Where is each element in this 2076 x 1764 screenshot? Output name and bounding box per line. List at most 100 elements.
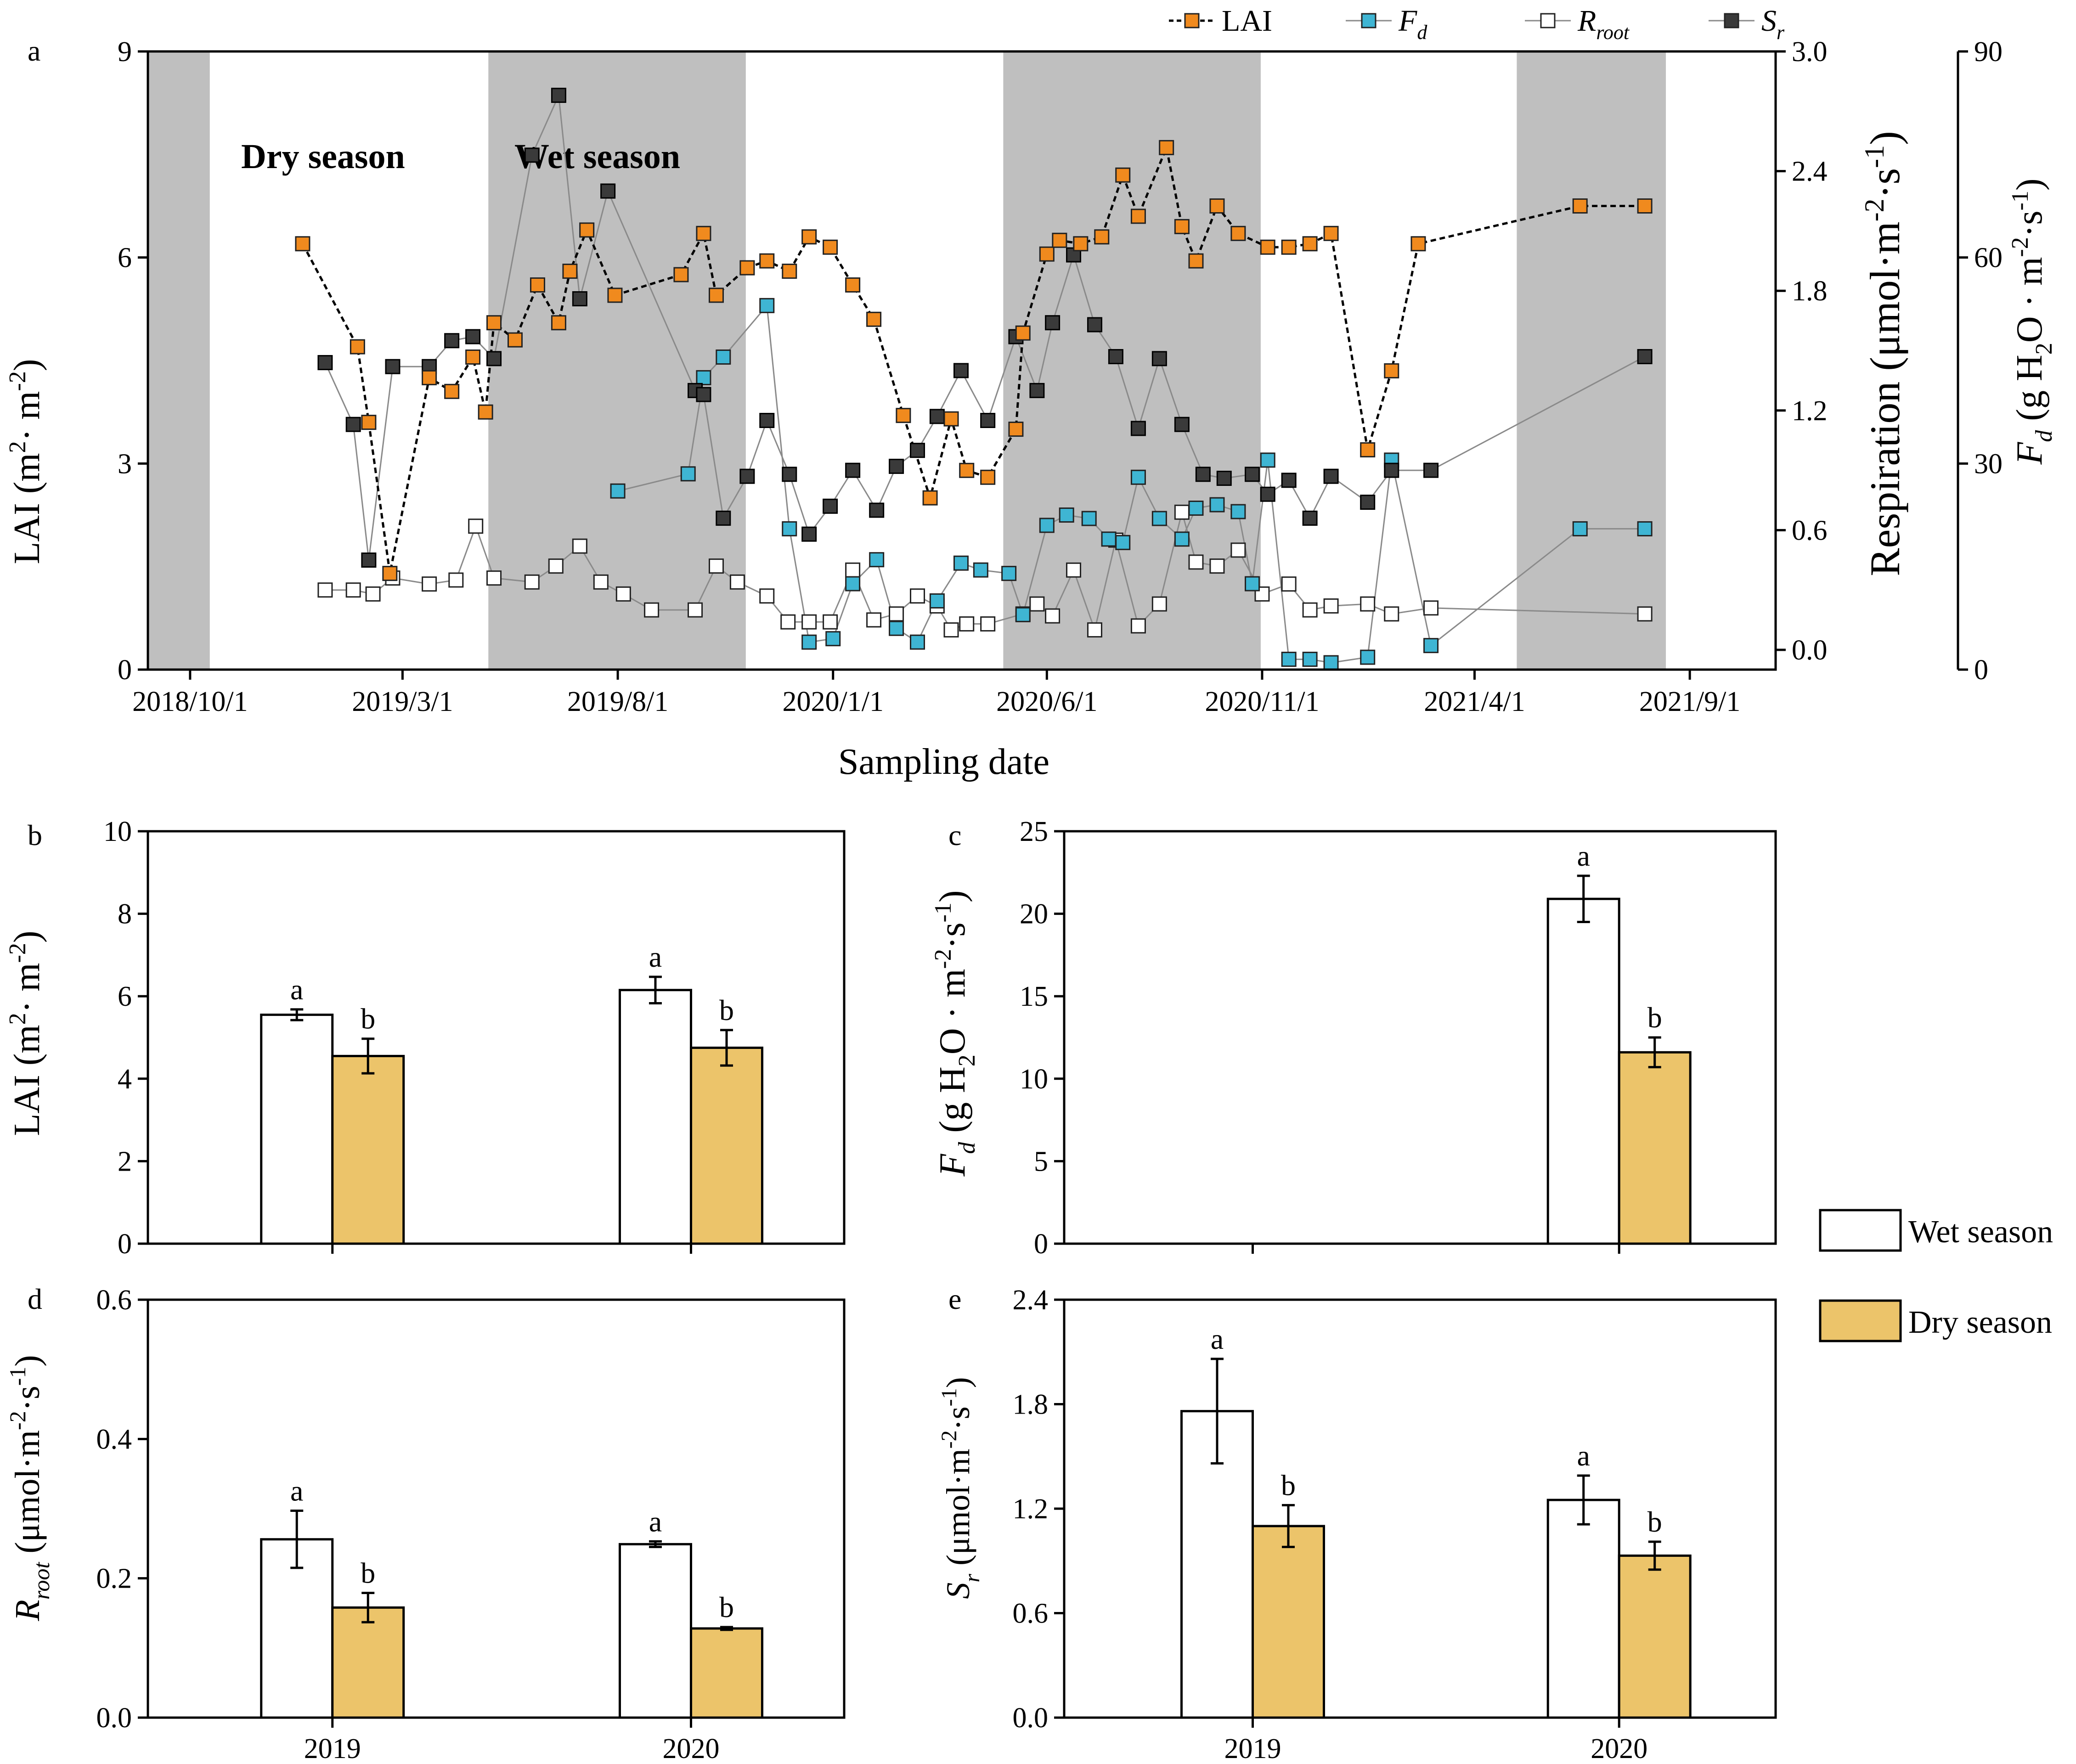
significance-letter: a — [1577, 1439, 1590, 1472]
bar-dry-2020 — [1618, 1554, 1692, 1719]
point-sr — [551, 88, 566, 103]
point-sr — [845, 462, 861, 478]
annotation-wet-season: Wet season — [514, 137, 680, 176]
point-rroot — [910, 588, 925, 604]
significance-letter: a — [1577, 840, 1590, 872]
point-rroot — [468, 518, 484, 534]
point-sr — [1281, 473, 1297, 488]
point-sr — [524, 147, 540, 163]
point-lai — [1410, 236, 1426, 252]
point-fd — [696, 370, 711, 385]
point-rroot — [1174, 504, 1190, 520]
point-rroot — [317, 582, 333, 598]
y-tick-label: 0.0 — [96, 1702, 132, 1734]
point-sr — [823, 498, 838, 514]
bar-dry-2019 — [331, 1606, 405, 1719]
point-rroot — [708, 558, 724, 574]
point-fd — [759, 298, 775, 313]
x-tick-label: 2019/8/1 — [567, 686, 668, 717]
y-tick-label-right1: 0.0 — [1792, 635, 1828, 666]
point-sr — [345, 417, 361, 432]
legend-swatch-wet-season — [1819, 1209, 1902, 1252]
x-tick-label: 2020 — [662, 1733, 719, 1764]
y-tick-label: 0.0 — [1013, 1702, 1049, 1734]
point-rroot — [1087, 622, 1102, 638]
panel-e-y-axis-label: Sr (μmol·m-2·s-1) — [937, 1377, 984, 1599]
panel-a-line-chart: a Dry season Wet season 2018/10/1 2019/3/… — [5, 4, 2057, 782]
wet-season-band — [1003, 51, 1261, 670]
point-sr — [1360, 495, 1376, 510]
y-tick-label-left: 0 — [118, 654, 132, 686]
y-tick-label-right1: 2.4 — [1792, 156, 1828, 187]
point-fd — [1101, 531, 1117, 547]
point-lai — [1260, 239, 1275, 255]
panel-a-axes: 2018/10/1 2019/3/1 2019/8/1 2020/1/1 2020/6/… — [118, 36, 2003, 717]
point-lai — [465, 349, 481, 365]
point-lai — [1015, 325, 1031, 341]
point-lai — [1188, 253, 1204, 269]
point-lai — [478, 404, 493, 420]
point-fd — [680, 466, 696, 482]
point-lai — [823, 239, 838, 255]
y-tick-label-right2: 90 — [1974, 36, 2003, 68]
point-rroot — [1209, 558, 1225, 574]
point-lai — [422, 370, 437, 385]
plot-frame — [1063, 830, 1777, 1245]
bar-wet-2019 — [260, 1014, 334, 1245]
point-rroot — [1254, 586, 1270, 602]
point-fd — [1115, 535, 1131, 550]
panel-label-d: d — [28, 1283, 42, 1315]
legend-marker-fd — [1361, 13, 1376, 28]
panel-label-c: c — [948, 819, 961, 851]
point-fd — [1130, 469, 1146, 485]
x-tick-label: 2021/9/1 — [1639, 686, 1740, 717]
series-points — [295, 88, 1653, 671]
point-fd — [910, 634, 925, 650]
y-tick-label: 15 — [1020, 981, 1048, 1012]
point-lai — [1302, 236, 1318, 252]
point-rroot — [524, 574, 540, 590]
panel-b-bar-chart: a a b b 0 2 4 6 8 10 — [103, 816, 846, 1260]
y-tick-label: 20 — [1020, 899, 1048, 930]
point-sr — [1108, 349, 1123, 365]
point-rroot — [1637, 606, 1653, 622]
y-tick-label: 4 — [118, 1064, 132, 1095]
point-rroot — [345, 582, 361, 598]
point-sr — [317, 355, 333, 371]
point-rroot — [889, 606, 904, 622]
point-fd — [1174, 531, 1190, 547]
plot-frame — [147, 50, 1777, 671]
point-rroot — [1423, 600, 1439, 616]
point-sr — [1216, 470, 1232, 486]
point-lai — [1281, 239, 1297, 255]
y-tick-label-right1: 3.0 — [1792, 36, 1828, 68]
significance-letter: a — [290, 1475, 303, 1507]
point-lai — [980, 469, 996, 485]
point-fd — [1230, 504, 1246, 519]
y-tick-label: 1.2 — [1013, 1493, 1049, 1525]
point-sr — [1245, 467, 1260, 482]
point-rroot — [593, 574, 609, 590]
point-lai — [444, 383, 460, 399]
significance-letter: b — [1647, 1001, 1662, 1034]
y-tick-label-left: 3 — [118, 448, 132, 479]
point-lai — [922, 490, 938, 506]
point-lai — [896, 408, 911, 423]
point-sr — [1423, 462, 1439, 478]
point-lai — [1323, 225, 1339, 241]
point-lai — [295, 236, 310, 252]
x-tick-label: 2019/3/1 — [352, 686, 453, 717]
y-tick-label: 2 — [118, 1146, 132, 1177]
point-sr — [980, 413, 996, 428]
point-fd — [953, 555, 969, 571]
point-sr — [600, 183, 616, 199]
point-fd — [845, 576, 861, 592]
point-sr — [1260, 486, 1275, 502]
y-tick-label: 2.4 — [1013, 1285, 1049, 1316]
panel-b-y-axis-label: LAI (m2· m-2) — [5, 931, 47, 1136]
point-lai — [579, 222, 595, 238]
point-fd — [1001, 566, 1017, 581]
point-rroot — [1360, 596, 1376, 612]
point-fd — [801, 634, 817, 650]
